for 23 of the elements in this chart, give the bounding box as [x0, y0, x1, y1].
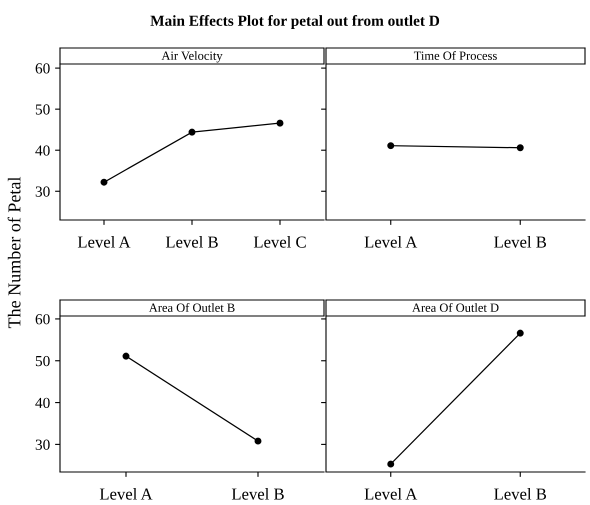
y-tick-label: 50	[36, 104, 50, 115]
y-axis-title: The Number of Petal	[8, 176, 21, 328]
chart-subtitle: Area Of Outlet B	[148, 303, 235, 312]
x-tick-label: Level C	[254, 236, 306, 248]
chart-subtitle: Time Of Process	[414, 51, 497, 60]
y-tick-label: 60	[36, 63, 50, 74]
y-tick-label: 40	[35, 145, 50, 156]
x-tick-label: Level B	[166, 236, 218, 248]
y-tick-label: 50	[36, 356, 50, 366]
x-tick-label: Level A	[78, 236, 130, 248]
x-tick-label: Level A	[364, 488, 418, 500]
x-tick-label: Level B	[494, 236, 546, 248]
chart-title: Main Effects Plot for petal out from outlet D	[150, 14, 440, 30]
y-tick-label: 60	[36, 314, 50, 324]
chart-subtitle: Area Of Outlet D	[412, 303, 499, 312]
x-tick-label: Level A	[100, 488, 152, 500]
y-tick-label: 30	[36, 440, 50, 450]
chart-subtitle: Air Velocity	[162, 51, 223, 62]
y-tick-label: 40	[35, 398, 50, 408]
x-tick-label: Level B	[232, 488, 284, 500]
y-tick-label: 30	[36, 186, 50, 197]
x-tick-label: Level B	[494, 488, 546, 500]
x-tick-label: Level A	[364, 236, 418, 248]
